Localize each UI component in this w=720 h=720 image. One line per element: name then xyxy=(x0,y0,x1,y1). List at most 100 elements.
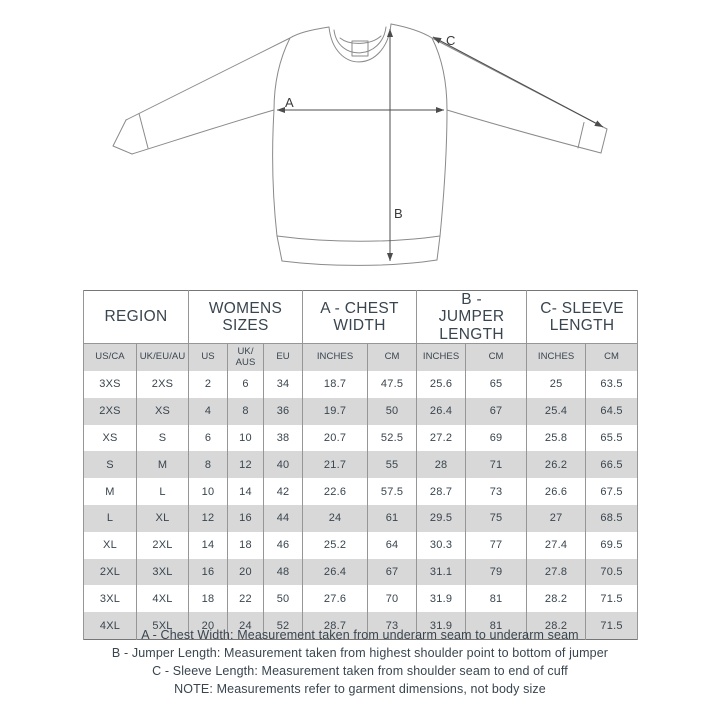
size-cell: 18 xyxy=(188,585,229,613)
hem-band-right xyxy=(436,235,441,261)
size-cell: 28 xyxy=(416,451,467,479)
size-cell: 46 xyxy=(263,531,304,559)
size-cell: 27.2 xyxy=(416,424,467,452)
size-cell: 14 xyxy=(227,478,265,506)
size-cell: 18.7 xyxy=(302,371,369,398)
group-header-chest-width: A - CHEST WIDTH xyxy=(302,290,418,345)
size-cell: 2XL xyxy=(83,558,137,586)
table-row: S M 8 12 40 21.7 55 28 71 26.2 66.5 xyxy=(83,451,639,479)
size-cell: 25 xyxy=(526,371,587,398)
table-column-header-row: US/CA UK/EU/AU US UK/ AUS EU INCHES CM I… xyxy=(83,343,639,372)
size-cell: S xyxy=(135,424,190,452)
size-cell: 21.7 xyxy=(302,451,369,479)
size-cell: 73 xyxy=(367,612,418,640)
table-row: 3XL 4XL 18 22 50 27.6 70 31.9 81 28.2 71.5 xyxy=(83,585,639,613)
size-cell: 66.5 xyxy=(585,451,639,479)
size-cell: XS xyxy=(83,424,137,452)
col-header-eu: EU xyxy=(263,343,304,372)
col-header-uk-aus: UK/ AUS xyxy=(227,343,265,372)
size-cell: 69.5 xyxy=(585,531,639,559)
hem-band-left xyxy=(276,235,283,262)
size-cell: 48 xyxy=(263,558,304,586)
size-cell: L xyxy=(83,505,137,532)
group-header-sleeve-length: C- SLEEVE LENGTH xyxy=(526,290,639,345)
size-cell: 30.3 xyxy=(416,531,467,559)
size-cell: 6 xyxy=(188,424,229,452)
size-cell: 27.8 xyxy=(526,558,587,586)
size-cell: 81 xyxy=(465,585,528,613)
size-cell: 4XL xyxy=(135,585,190,613)
chest-width-label: A xyxy=(285,95,294,110)
size-cell: 79 xyxy=(465,558,528,586)
size-table: REGION WOMENS SIZES A - CHEST WIDTH B - … xyxy=(82,290,639,641)
table-row: M L 10 14 42 22.6 57.5 28.7 73 26.6 67.5 xyxy=(83,478,639,506)
size-cell: 5XL xyxy=(135,612,190,640)
table-row: XL 2XL 14 18 46 25.2 64 30.3 77 27.4 69.5 xyxy=(83,531,639,559)
col-header-a-inches: INCHES xyxy=(302,343,369,372)
size-cell: 26.4 xyxy=(416,397,467,425)
table-row: L XL 12 16 44 24 61 29.5 75 27 68.5 xyxy=(83,505,639,532)
size-cell: 27 xyxy=(526,505,587,532)
size-cell: 69 xyxy=(465,424,528,452)
size-cell: 31.9 xyxy=(416,612,467,640)
neck-label-tag xyxy=(351,40,369,57)
right-cuff xyxy=(600,128,608,154)
size-cell: 38 xyxy=(263,424,304,452)
size-cell: XL xyxy=(83,531,137,559)
size-cell: 75 xyxy=(465,505,528,532)
col-header-us: US xyxy=(188,343,229,372)
size-cell: 14 xyxy=(188,531,229,559)
size-cell: 4 xyxy=(188,397,229,425)
size-cell: 31.9 xyxy=(416,585,467,613)
size-cell: 26.6 xyxy=(526,478,587,506)
size-cell: 64 xyxy=(367,531,418,559)
note-sleeve-length: C - Sleeve Length: Measurement taken fro… xyxy=(152,664,568,678)
size-cell: 70 xyxy=(367,585,418,613)
group-header-jumper-length: B - JUMPER LENGTH xyxy=(416,290,528,345)
size-cell: 2XS xyxy=(83,397,137,425)
size-cell: 28.2 xyxy=(526,585,587,613)
right-sleeve-top xyxy=(390,23,608,130)
size-cell: 22 xyxy=(227,585,265,613)
size-cell: 12 xyxy=(188,505,229,532)
size-cell: 19.7 xyxy=(302,397,369,425)
size-cell: 27.6 xyxy=(302,585,369,613)
size-cell: 3XS xyxy=(83,371,137,398)
size-cell: 71.5 xyxy=(585,612,639,640)
size-cell: 50 xyxy=(367,397,418,425)
size-cell: 44 xyxy=(263,505,304,532)
size-cell: 67.5 xyxy=(585,478,639,506)
size-cell: M xyxy=(135,451,190,479)
col-header-c-cm: CM xyxy=(585,343,639,372)
size-cell: 8 xyxy=(188,451,229,479)
size-table-body: 3XS 2XS 2 6 34 18.7 47.5 25.6 65 25 63.5 2XS XS 4 8 36 1… xyxy=(83,371,639,640)
size-cell: 68.5 xyxy=(585,505,639,532)
sleeve-length-label: C xyxy=(446,33,455,48)
size-cell: 2XL xyxy=(135,531,190,559)
note-jumper-length: B - Jumper Length: Measurement taken fro… xyxy=(111,646,609,660)
size-cell: L xyxy=(135,478,190,506)
size-cell: 24 xyxy=(227,612,265,640)
size-cell: S xyxy=(83,451,137,479)
size-cell: 20.7 xyxy=(302,424,369,452)
col-header-a-cm: CM xyxy=(367,343,418,372)
right-sleeve-bottom xyxy=(446,109,602,154)
table-row: XS S 6 10 38 20.7 52.5 27.2 69 25.8 65.5 xyxy=(83,424,639,452)
size-cell: 64.5 xyxy=(585,397,639,425)
table-row: 4XL 5XL 20 24 52 28.7 73 31.9 81 28.2 71.5 xyxy=(83,612,639,640)
size-cell: 73 xyxy=(465,478,528,506)
back-neck-line xyxy=(339,35,382,44)
size-cell: 77 xyxy=(465,531,528,559)
col-header-uk-eu-au: UK/EU/AU xyxy=(135,343,190,372)
left-armhole-seam xyxy=(273,37,291,111)
size-cell: 81 xyxy=(465,612,528,640)
size-cell: 20 xyxy=(227,558,265,586)
col-header-b-cm: CM xyxy=(465,343,528,372)
sweater-diagram: A B C xyxy=(112,23,608,266)
size-cell: 70.5 xyxy=(585,558,639,586)
size-cell: 31.1 xyxy=(416,558,467,586)
size-cell: 26.2 xyxy=(526,451,587,479)
size-cell: 61 xyxy=(367,505,418,532)
size-cell: 25.6 xyxy=(416,371,467,398)
